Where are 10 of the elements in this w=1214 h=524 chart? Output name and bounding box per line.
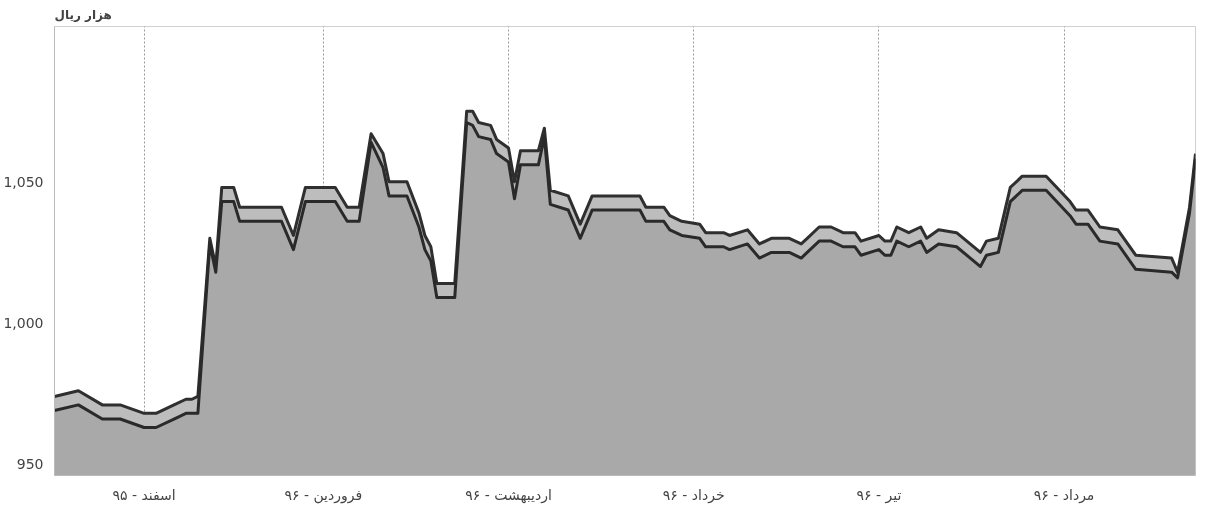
- y-tick-label: 950: [16, 456, 44, 473]
- x-tick-label: اسفند - ۹۵: [112, 486, 176, 503]
- y-tick-label: 1,000: [3, 315, 44, 332]
- x-tick-label: مرداد - ۹۶: [1033, 486, 1095, 504]
- x-tick-label: تیر - ۹۶: [856, 486, 902, 504]
- x-tick-label: خرداد - ۹۶: [662, 486, 725, 504]
- y-axis-title: هزار ریال: [54, 7, 112, 22]
- x-tick-label: فروردین - ۹۶: [284, 486, 363, 504]
- x-tick-label: اردیبهشت - ۹۶: [465, 486, 552, 504]
- y-tick-label: 1,050: [3, 173, 44, 190]
